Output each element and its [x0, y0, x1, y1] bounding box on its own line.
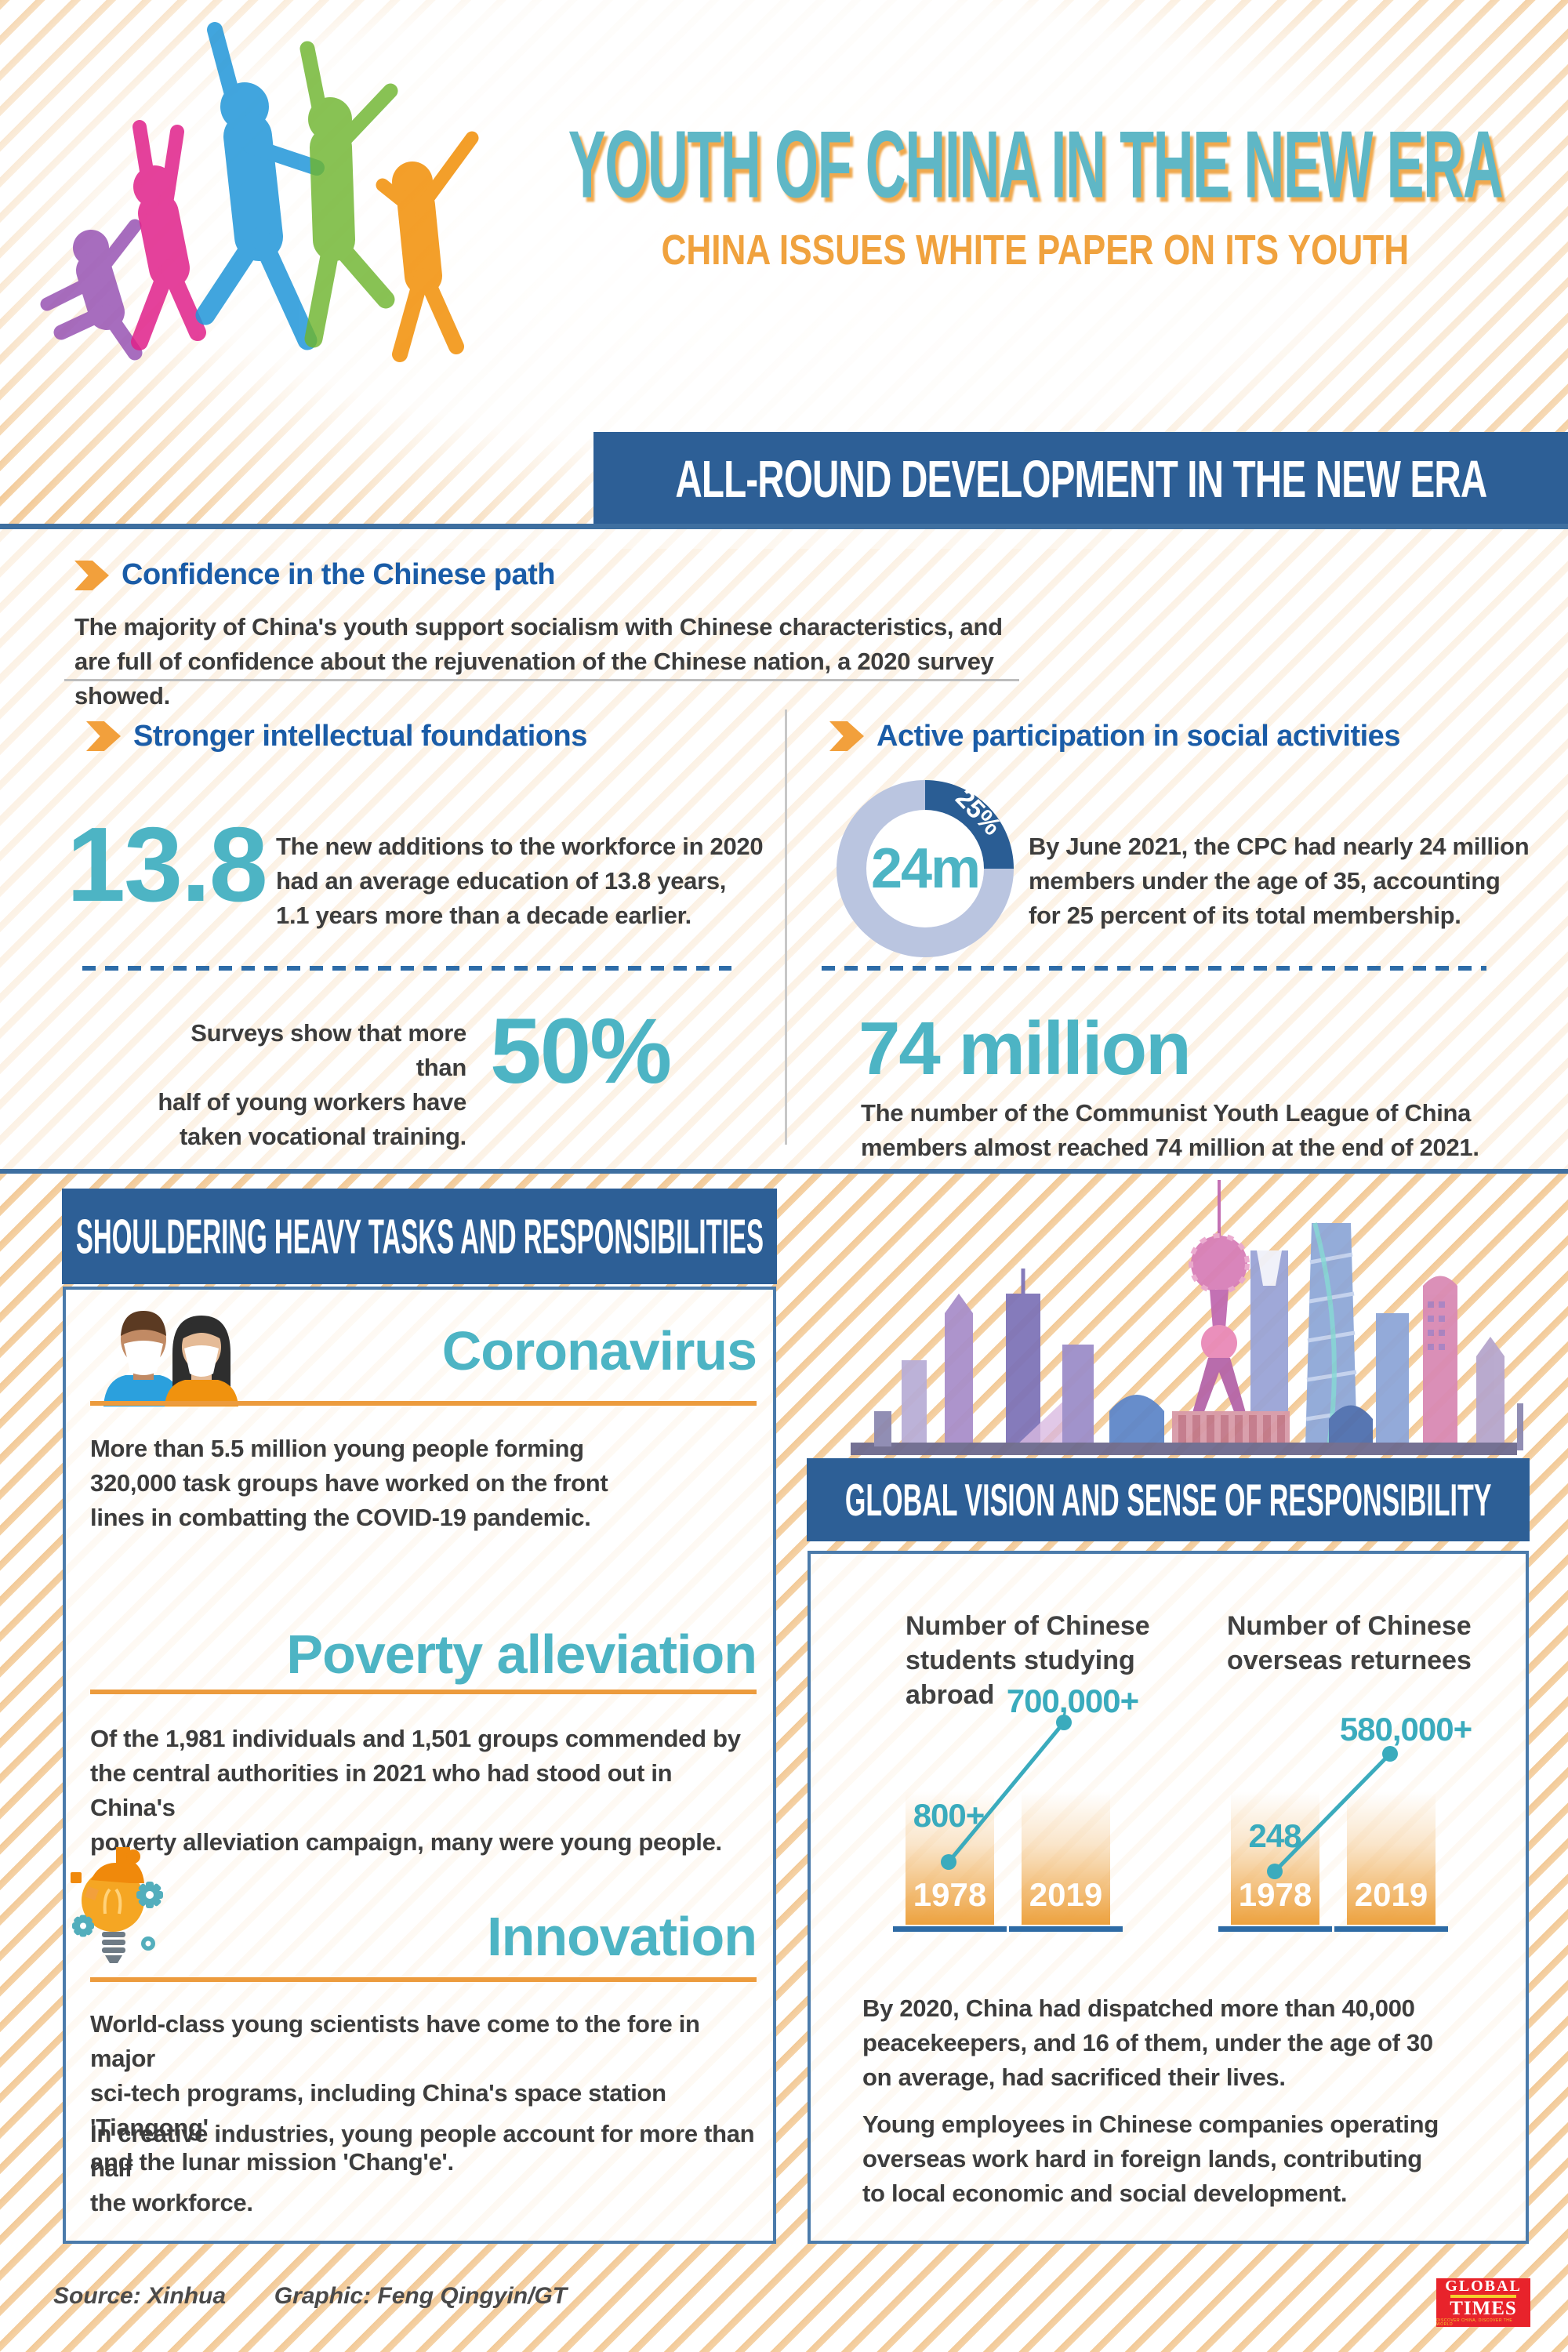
gray-divider [64, 679, 1019, 681]
innovation-heading: Innovation [487, 1906, 757, 1967]
logo-tagline: DISCOVER CHINA, DISCOVER THE WORLD [1436, 2318, 1513, 2327]
innovation-body-2: In creative industries, young people acc… [90, 2120, 755, 2217]
logo-yellow-bar [1450, 2295, 1516, 2298]
chart2-value-1978: 248 [1248, 1817, 1301, 1854]
confidence-body: The majority of China's youth support so… [74, 613, 1003, 710]
dashed-divider [822, 966, 1486, 971]
peacekeepers-body: By 2020, China had dispatched more than … [862, 1994, 1433, 2092]
donut-chart-cpc-members: 24m 25% [837, 780, 1014, 957]
banner-global-vision: GLOBAL VISION AND SENSE OF RESPONSIBILIT… [808, 1459, 1529, 1541]
participation-body: By June 2021, the CPC had nearly 24 mill… [1029, 833, 1530, 930]
chart1-value-1978: 800+ [913, 1797, 985, 1834]
orange-divider [90, 1401, 757, 1406]
coronavirus-heading: Coronavirus [441, 1320, 757, 1381]
shanghai-skyline-illustration [851, 1180, 1523, 1455]
chart1-bar-2019-label: 2019 [1029, 1876, 1103, 1913]
innovation-body-1: World-class young scientists have come t… [90, 2010, 700, 2176]
chart1-bar-2019: 2019 [1009, 1791, 1123, 1932]
source-label: Source: Xinhua [53, 2283, 227, 2309]
column-divider [785, 710, 787, 1145]
header-divider-line [0, 524, 1568, 529]
banner-shouldering-tasks: SHOULDERING HEAVY TASKS AND RESPONSIBILI… [63, 1189, 776, 1283]
donut-hole: 24m [866, 810, 984, 927]
global-times-logo: GLOBAL TIMES DISCOVER CHINA, DISCOVER TH… [1436, 2278, 1530, 2327]
page-title-text: YOUTH OF CHINA IN THE NEW ERA [568, 111, 1503, 219]
chart2-bar-2019-label: 2019 [1354, 1876, 1428, 1913]
orange-divider [90, 1690, 757, 1694]
chart2-value-2019: 580,000+ [1339, 1711, 1472, 1748]
poverty-heading: Poverty alleviation [286, 1624, 757, 1685]
page-subtitle: CHINA ISSUES WHITE PAPER ON ITS YOUTH [510, 227, 1560, 274]
tasks-box [63, 1287, 776, 2244]
chart2-bar-1978-label: 1978 [1238, 1876, 1312, 1913]
poverty-body: Of the 1,981 individuals and 1,501 group… [90, 1725, 741, 1857]
donut-center-label: 24m [870, 837, 981, 900]
banner-shouldering-tasks-label: SHOULDERING HEAVY TASKS AND RESPONSIBILI… [75, 1209, 764, 1264]
intellectual-body: The new additions to the workforce in 20… [276, 833, 764, 930]
logo-times-text: TIMES [1450, 2298, 1517, 2319]
chart2-title: Number of Chinese overseas returnees [1227, 1611, 1472, 1676]
chart2-bar-2019: 2019 [1334, 1791, 1448, 1932]
intellectual-heading: Stronger intellectual foundations [133, 720, 587, 753]
masked-people-icon [103, 1311, 238, 1406]
chart1-trend-line [941, 1715, 1072, 1870]
participation-heading: Active participation in social activitie… [877, 720, 1400, 753]
section-divider-line [0, 1169, 1568, 1174]
overseas-employees-body: Young employees in Chinese companies ope… [862, 2111, 1439, 2208]
banner-all-round-development: ALL-ROUND DEVELOPMENT IN THE NEW ERA [594, 433, 1568, 524]
confidence-heading: Confidence in the Chinese path [122, 558, 555, 591]
chart2-trend-line [1267, 1746, 1398, 1879]
banner-global-vision-label: GLOBAL VISION AND SENSE OF RESPONSIBILIT… [844, 1474, 1492, 1526]
footer-credits: Source: Xinhua Graphic: Feng Qingyin/GT [53, 2283, 567, 2310]
banner-all-round-development-label: ALL-ROUND DEVELOPMENT IN THE NEW ERA [675, 448, 1487, 508]
development-section-panel [0, 529, 1568, 1169]
youth-league-text: The number of the Communist Youth League… [861, 1099, 1479, 1162]
graphic-credit-label: Graphic: Feng Qingyin/GT [274, 2283, 568, 2309]
chart2-bar-1978: 1978 [1218, 1791, 1332, 1932]
page-title: YOUTH OF CHINA IN THE NEW ERA [510, 108, 1560, 222]
stat-education-years: 13.8 [67, 805, 268, 924]
chart1-value-2019: 700,000+ [1006, 1682, 1139, 1719]
stat-vocational-50pct: 50% [490, 1000, 672, 1103]
dashed-divider [82, 966, 731, 971]
logo-global-text: GLOBAL [1445, 2278, 1522, 2295]
orange-divider [90, 1977, 757, 1982]
chart1-title: Number of Chinese students studying abro… [906, 1611, 1150, 1711]
innovation-lightbulb-icon [71, 1847, 163, 1963]
page-subtitle-text: CHINA ISSUES WHITE PAPER ON ITS YOUTH [661, 227, 1409, 274]
coronavirus-body: More than 5.5 million young people formi… [90, 1435, 608, 1532]
chart1-bar-1978-label: 1978 [913, 1876, 987, 1913]
jumping-youth-illustration [40, 22, 479, 362]
vocational-training-text: Surveys show that more than half of youn… [158, 1019, 466, 1151]
stat-74-million: 74 million [858, 1007, 1192, 1091]
